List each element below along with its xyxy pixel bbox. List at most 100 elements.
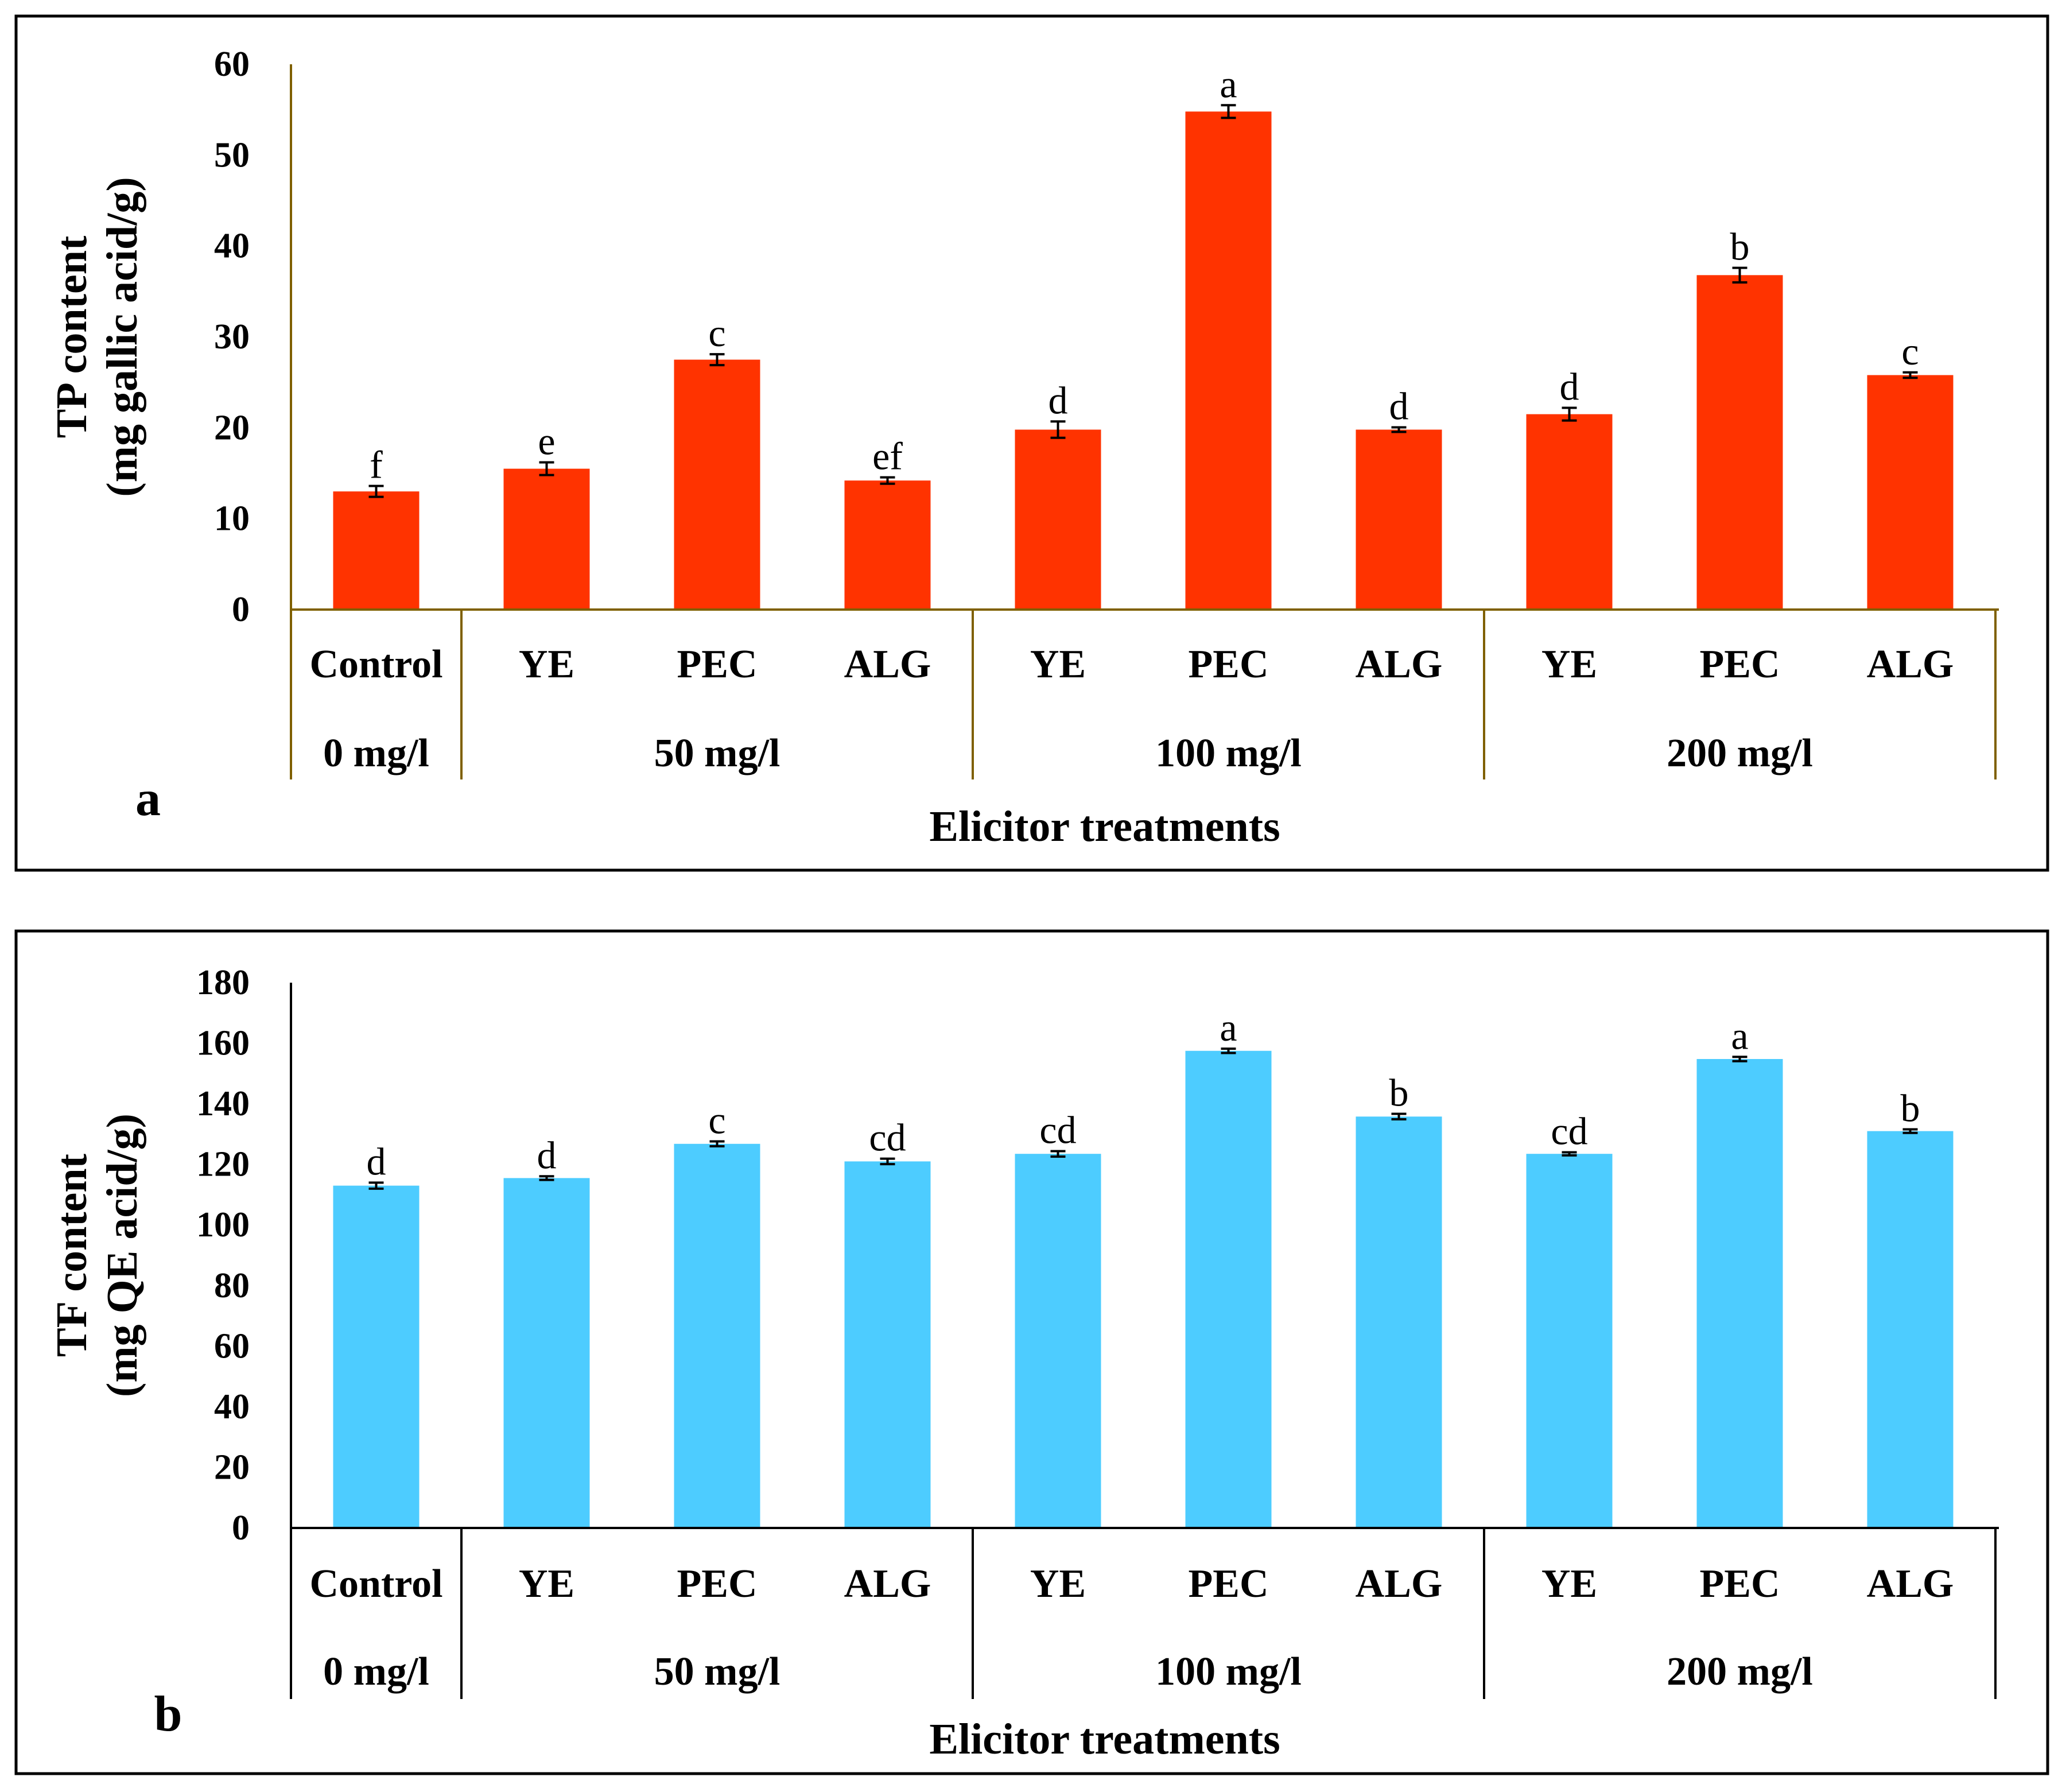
significance-letter: d — [1560, 365, 1579, 409]
panel-frame — [14, 14, 2049, 872]
y-axis-label-line1: TF content — [48, 1154, 96, 1357]
y-tick-label: 0 — [232, 1508, 250, 1547]
bar — [503, 1178, 590, 1528]
y-tick-label: 0 — [232, 590, 250, 629]
significance-letter: d — [1049, 378, 1068, 422]
error-bar — [1562, 1151, 1577, 1157]
y-tick-label: 80 — [214, 1266, 250, 1305]
bar — [1185, 1050, 1272, 1528]
x-group-label: 200 mg/l — [1667, 1650, 1813, 1694]
bar — [1526, 414, 1613, 610]
x-axis-title: Elicitor treatments — [929, 802, 1280, 851]
panel-frame — [14, 929, 2049, 1775]
error-bar — [539, 461, 554, 476]
error-bar — [368, 484, 384, 498]
x-axis-title: Elicitor treatments — [929, 1715, 1280, 1763]
panel-b-tf-content-chart: 0 20 40 60 80 100 120 140 160 180 TF content(mg QE… — [14, 929, 2049, 1775]
bar — [1185, 111, 1272, 610]
y-tick-label: 160 — [196, 1024, 250, 1063]
y-tick-label: 10 — [214, 499, 250, 538]
error-bar — [880, 1157, 895, 1166]
significance-letter: b — [1730, 225, 1750, 269]
y-axis-label: TP content(mg gallic acid/g) — [48, 177, 146, 497]
bar — [1867, 375, 1954, 610]
y-tick-label: 20 — [214, 1448, 250, 1487]
y-tick-label: 60 — [214, 1326, 250, 1366]
y-tick-label: 60 — [214, 45, 250, 84]
significance-letter: a — [1220, 62, 1237, 106]
y-axis-label-line1: TP content — [48, 236, 96, 439]
significance-letter: c — [708, 311, 725, 355]
bar — [1356, 429, 1442, 610]
x-category-label: Control — [309, 1562, 442, 1606]
x-group-label: 0 mg/l — [323, 1650, 429, 1694]
significance-letter: c — [1901, 329, 1919, 373]
error-bar — [1732, 266, 1748, 284]
error-bar — [1562, 406, 1577, 422]
significance-letter: c — [708, 1099, 725, 1142]
error-bar — [1050, 420, 1066, 439]
x-category-label: ALG — [1867, 1562, 1954, 1606]
y-tick-label: 50 — [214, 135, 250, 174]
y-axis-label-line2: (mg gallic acid/g) — [98, 177, 146, 497]
significance-letter: a — [1731, 1014, 1748, 1057]
error-bar — [709, 1140, 725, 1147]
bar — [1696, 1059, 1783, 1528]
x-category-label: PEC — [677, 642, 758, 686]
bar — [844, 480, 931, 610]
x-category-label: ALG — [844, 642, 931, 686]
x-group-label: 50 mg/l — [654, 731, 780, 775]
x-category-label: ALG — [1867, 642, 1954, 686]
y-tick-label: 140 — [196, 1084, 250, 1123]
bar — [1696, 275, 1783, 610]
significance-letter: d — [537, 1133, 557, 1177]
y-axis-label-line2: (mg QE acid/g) — [98, 1114, 146, 1397]
x-category-label: YE — [1030, 642, 1086, 686]
x-group-label: 100 mg/l — [1155, 731, 1302, 775]
error-bar — [1391, 1112, 1407, 1121]
bar — [844, 1161, 931, 1528]
error-bar — [1050, 1150, 1066, 1158]
significance-letter: b — [1901, 1086, 1920, 1130]
error-bar — [1902, 371, 1918, 379]
significance-letter: f — [370, 443, 383, 487]
bar — [674, 359, 760, 610]
error-bar — [1732, 1056, 1748, 1062]
x-category-label: PEC — [677, 1562, 758, 1606]
x-category-label: YE — [1030, 1562, 1086, 1606]
y-tick-label: 20 — [214, 408, 250, 447]
error-bar — [1221, 1048, 1236, 1054]
significance-letter: d — [1389, 385, 1409, 428]
y-axis-label: TF content(mg QE acid/g) — [48, 1114, 146, 1397]
x-category-label: YE — [519, 1562, 574, 1606]
x-category-label: ALG — [844, 1562, 931, 1606]
y-tick-label: 30 — [214, 317, 250, 356]
significance-letter: d — [367, 1139, 386, 1183]
bar — [1526, 1154, 1613, 1528]
significance-letter: cd — [1551, 1110, 1587, 1153]
error-bar — [368, 1181, 384, 1190]
bar — [333, 491, 420, 610]
bar — [1356, 1116, 1442, 1528]
error-bar — [1221, 104, 1236, 119]
x-category-label: ALG — [1356, 1562, 1443, 1606]
significance-letter: ef — [872, 435, 903, 478]
x-group-label: 100 mg/l — [1155, 1650, 1302, 1694]
y-tick-label: 40 — [214, 1387, 250, 1426]
panel-label: a — [135, 771, 161, 827]
significance-letter: b — [1389, 1071, 1409, 1115]
error-bar — [1391, 426, 1407, 433]
error-bar — [1902, 1128, 1918, 1134]
x-category-label: PEC — [1700, 1562, 1780, 1606]
x-category-label: YE — [1541, 1562, 1597, 1606]
y-tick-label: 40 — [214, 227, 250, 266]
x-category-label: PEC — [1189, 642, 1269, 686]
bar — [674, 1143, 760, 1528]
y-tick-label: 100 — [196, 1205, 250, 1244]
x-category-label: Control — [309, 642, 442, 686]
x-group-label: 200 mg/l — [1667, 731, 1813, 775]
bar — [1015, 429, 1101, 610]
x-category-label: ALG — [1356, 642, 1443, 686]
panel-a-tp-content-chart: 0 10 20 30 40 50 60 TP content(mg gallic acid/g… — [14, 14, 2049, 872]
